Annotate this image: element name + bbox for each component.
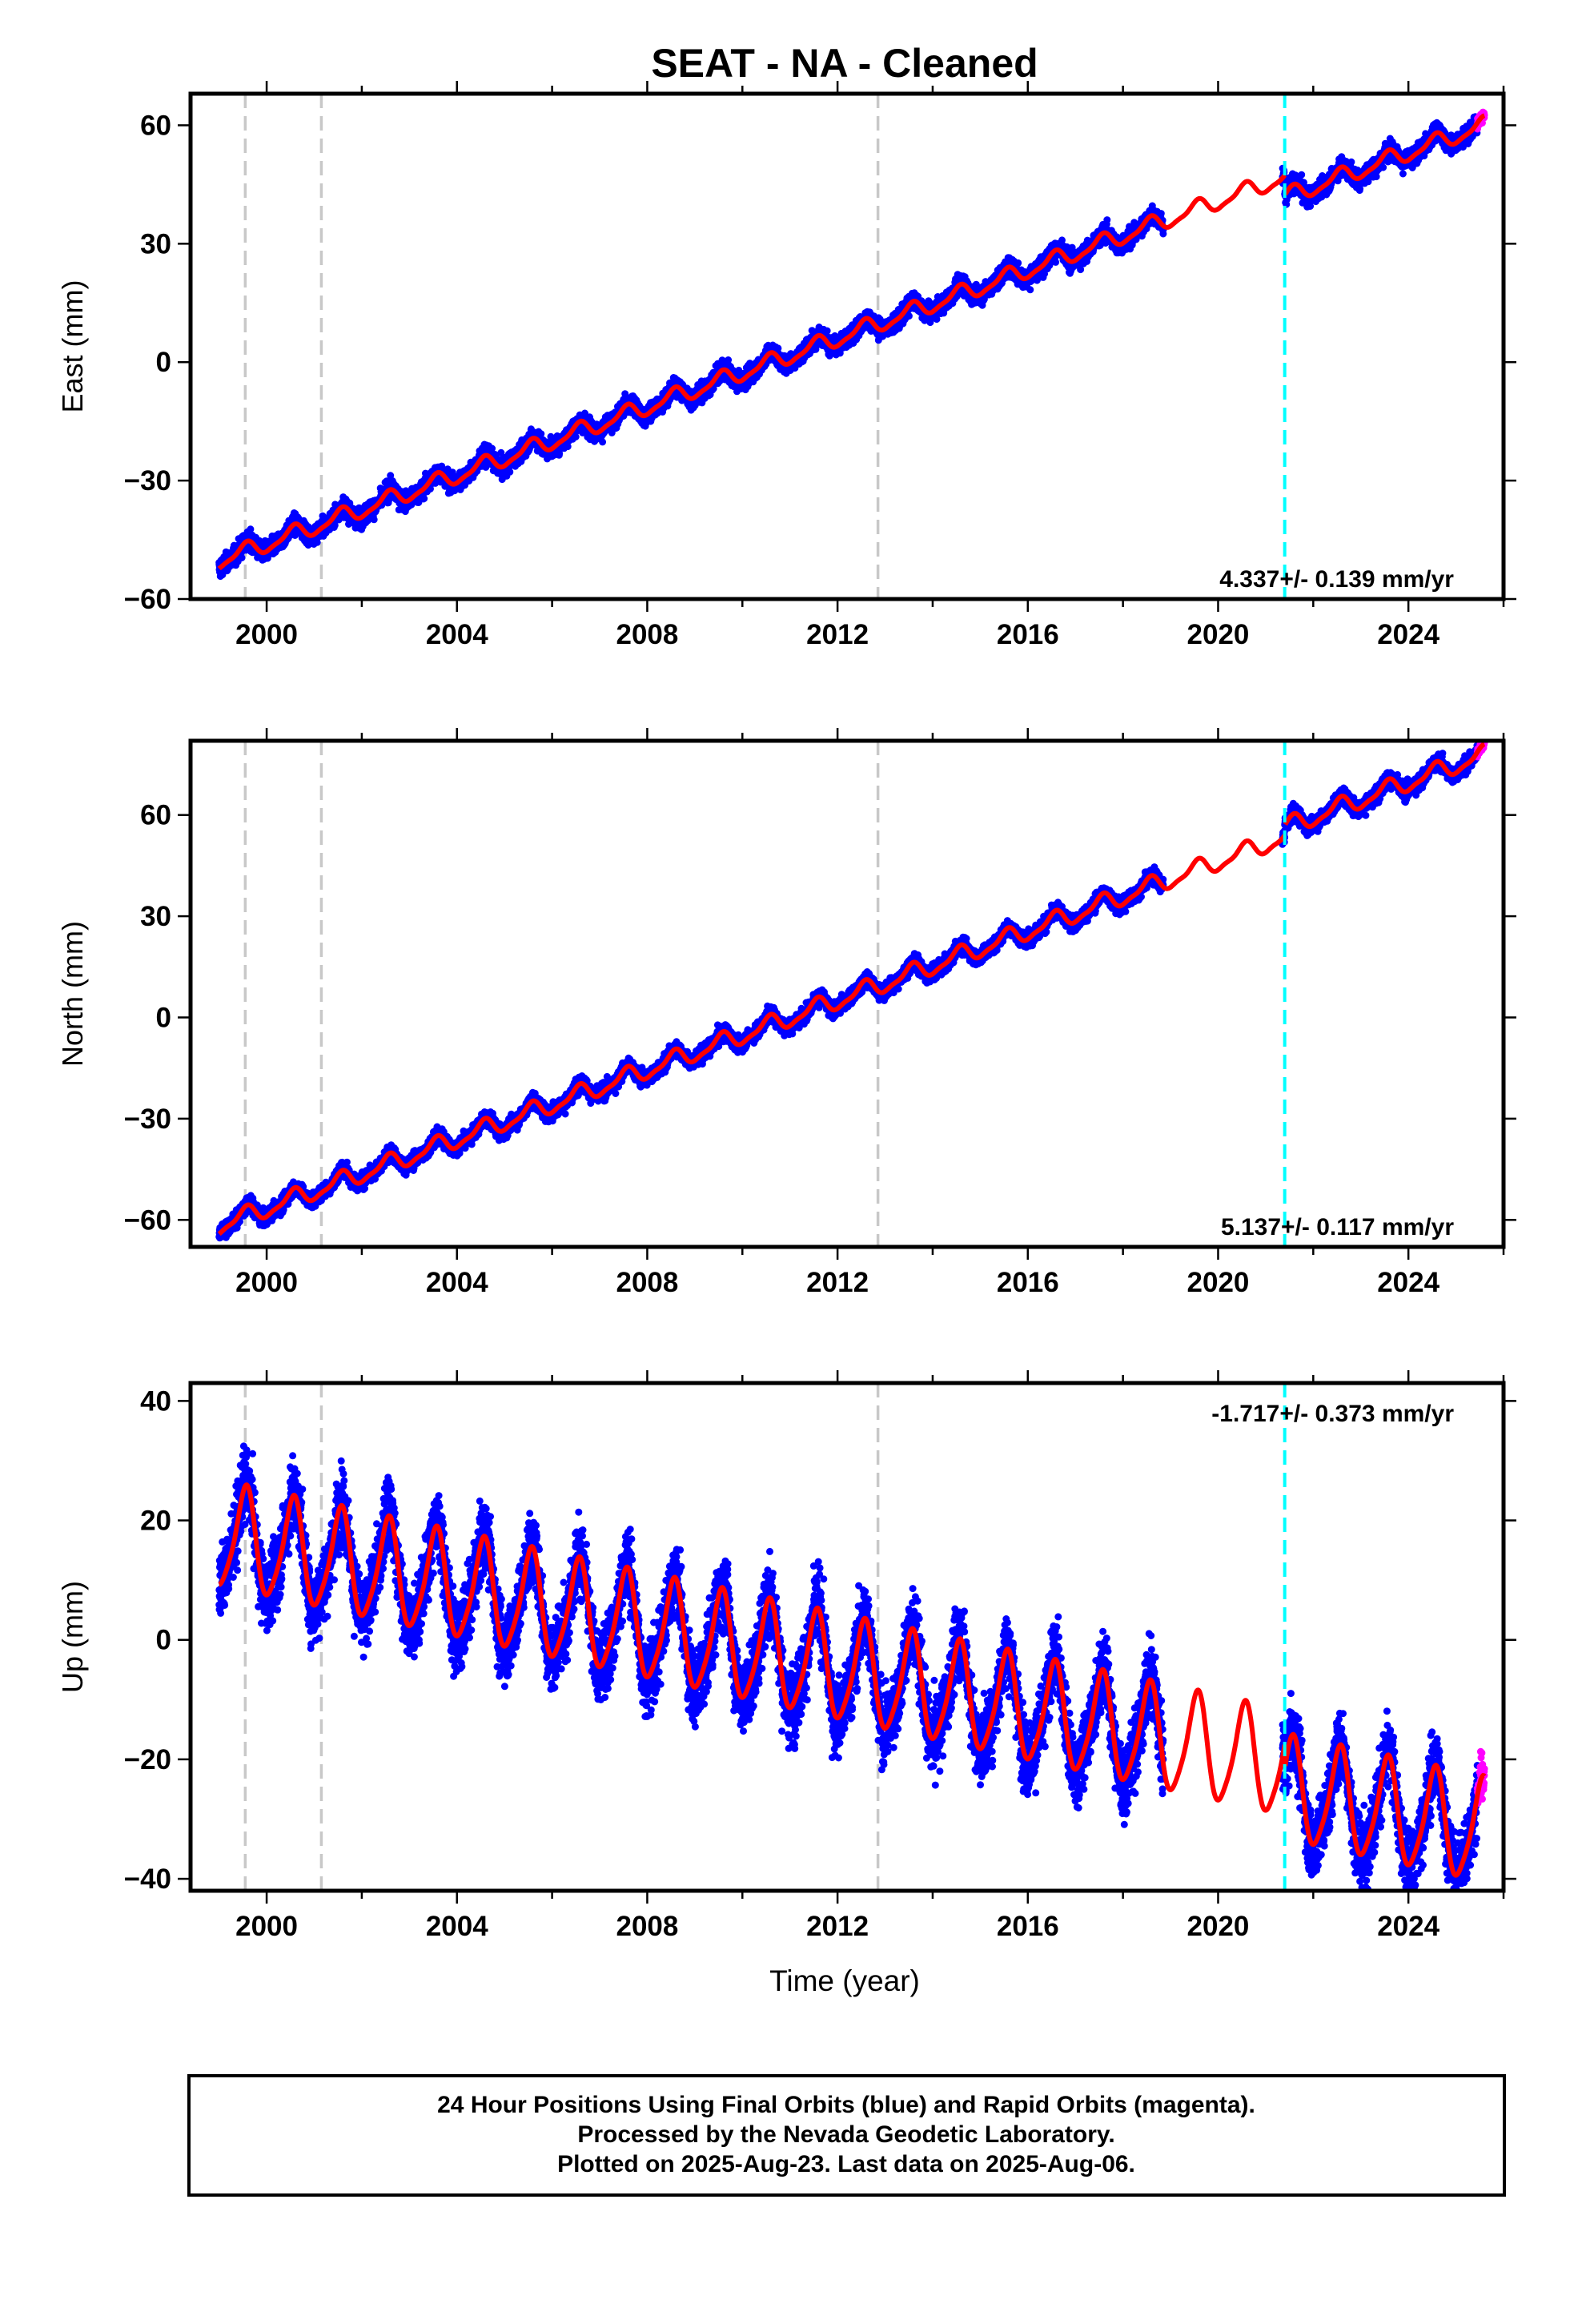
up-frame	[188, 1381, 1506, 1893]
east-model-curve	[217, 113, 1486, 571]
y-tick-label: 60	[140, 110, 171, 141]
x-tick-label: 2016	[997, 619, 1059, 650]
panel-east: 2000 2004 2008 2012 2016 2020 2024 −60 −30 0 30 60 E…	[56, 81, 1516, 650]
x-tick-label: 2024	[1377, 1267, 1439, 1298]
x-tick-label: 2000	[235, 1911, 298, 1942]
x-tick-label: 2016	[997, 1267, 1059, 1298]
x-axis-label: Time (year)	[769, 1964, 920, 1997]
up-model-curve	[218, 1482, 1487, 1878]
y-tick-label: −30	[124, 1104, 171, 1135]
y-tick-label: 30	[140, 228, 171, 259]
x-tick-label: 2020	[1187, 1267, 1250, 1298]
x-tick-label: 2016	[997, 1911, 1059, 1942]
east-frame	[188, 91, 1506, 601]
x-tick-label: 2008	[616, 1267, 678, 1298]
y-tick-label: −20	[124, 1744, 171, 1775]
y-tick-label: −60	[124, 584, 171, 615]
x-tick-label: 2024	[1377, 1911, 1439, 1942]
y-tick-label: 40	[140, 1385, 171, 1417]
y-tick-label: 20	[140, 1506, 171, 1537]
y-tick-label: 60	[140, 800, 171, 831]
panel-up: 2000 2004 2008 2012 2016 2020 2024 −40 −20 0 20 40 U…	[56, 1370, 1516, 1942]
up-rate-label: -1.717+/- 0.373 mm/yr	[1211, 1401, 1454, 1427]
x-tick-label: 2000	[235, 1267, 298, 1298]
x-tick-label: 2008	[616, 619, 678, 650]
x-tick-label: 2020	[1187, 1911, 1250, 1942]
y-tick-label: −40	[124, 1864, 171, 1895]
x-tick-label: 2012	[806, 619, 869, 650]
panel-north: 2000 2004 2008 2012 2016 2020 2024 −60 −30 0 30 60 N…	[56, 728, 1516, 1298]
x-tick-label: 2012	[806, 1267, 869, 1298]
north-axis-label: North (mm)	[56, 921, 89, 1067]
y-tick-label: 0	[156, 1002, 171, 1033]
y-tick-label: 0	[156, 347, 171, 378]
north-model-curve	[217, 742, 1486, 1236]
north-frame	[188, 738, 1506, 1249]
x-tick-label: 2004	[426, 619, 488, 650]
panels: 2000 2004 2008 2012 2016 2020 2024−60−3003060E…	[56, 81, 1516, 1942]
footer-line-1: 24 Hour Positions Using Final Orbits (bl…	[437, 2092, 1255, 2118]
footer-line-3: Plotted on 2025-Aug-23. Last data on 202…	[557, 2151, 1135, 2177]
east-axis-label: East (mm)	[56, 280, 89, 413]
y-tick-label: −60	[124, 1204, 171, 1236]
x-tick-label: 2020	[1187, 619, 1250, 650]
x-tick-label: 2024	[1377, 619, 1439, 650]
y-tick-label: 0	[156, 1625, 171, 1656]
east-rate-label: 4.337+/- 0.139 mm/yr	[1219, 566, 1454, 593]
x-tick-label: 2008	[616, 1911, 678, 1942]
footer-box: 24 Hour Positions Using Final Orbits (bl…	[187, 2074, 1506, 2197]
north-rate-label: 5.137+/- 0.117 mm/yr	[1221, 1214, 1454, 1240]
up-axis-label: Up (mm)	[56, 1581, 89, 1693]
x-tick-label: 2004	[426, 1911, 488, 1942]
x-tick-label: 2012	[806, 1911, 869, 1942]
y-tick-label: −30	[124, 465, 171, 497]
x-tick-label: 2004	[426, 1267, 488, 1298]
final-orbit-points	[215, 1442, 1481, 1891]
chart-title: SEAT - NA - Cleaned	[651, 41, 1038, 86]
footer-line-2: Processed by the Nevada Geodetic Laborat…	[577, 2121, 1114, 2148]
x-axis-title: Time (year)	[769, 1964, 920, 1997]
y-tick-label: 30	[140, 901, 171, 932]
x-tick-label: 2000	[235, 619, 298, 650]
